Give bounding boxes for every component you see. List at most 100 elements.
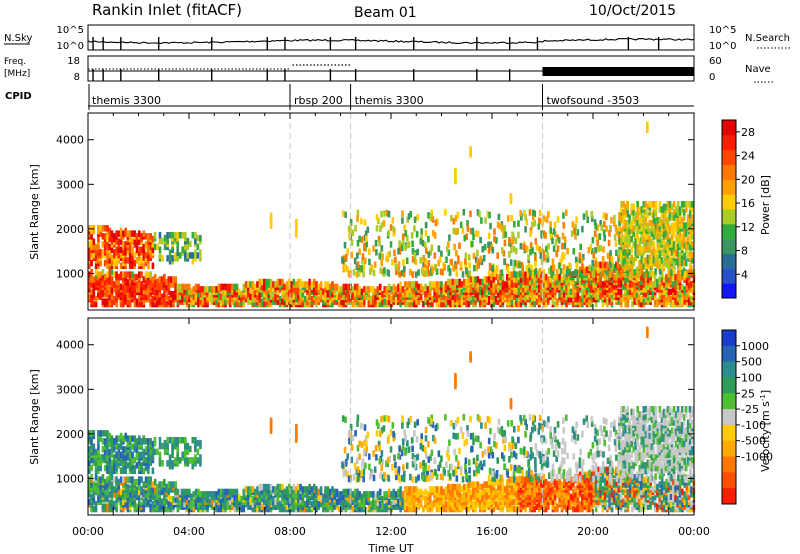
power-cell (525, 218, 528, 226)
power-cell (445, 256, 448, 263)
power-cell (437, 259, 440, 267)
power-cell (599, 276, 602, 283)
power-cell (133, 300, 137, 308)
velocity-cell (372, 491, 375, 498)
power-cell (353, 283, 357, 291)
power-cell (433, 281, 436, 288)
power-cell (601, 281, 605, 288)
power-cell (685, 278, 689, 286)
power-cell (524, 214, 527, 221)
velocity-cell (406, 505, 409, 513)
power-cell (99, 271, 102, 278)
power-cell (401, 233, 405, 240)
power-cell (662, 238, 666, 245)
power-cell (401, 217, 404, 224)
power-cell (599, 261, 602, 269)
power-cell (672, 222, 676, 229)
power-cell (122, 300, 125, 308)
power-cell (608, 291, 611, 298)
power-cell (142, 283, 146, 291)
power-cell (682, 209, 686, 216)
power-cell (513, 271, 516, 278)
power-cell (163, 243, 167, 251)
power-cell (115, 259, 118, 267)
power-cell (444, 295, 448, 303)
power-cell (674, 222, 678, 229)
power-cell (194, 237, 197, 245)
power-cell (652, 211, 656, 219)
power-cell (497, 291, 500, 298)
power-cell (572, 288, 575, 296)
velocity-cell (126, 488, 130, 496)
power-cell (483, 243, 487, 251)
power-cell (587, 278, 591, 286)
velocity-cell (165, 498, 168, 505)
power-cell (538, 246, 541, 253)
power-cell (642, 230, 646, 237)
power-cell (582, 213, 586, 220)
power-cell (140, 233, 143, 240)
power-cell (413, 216, 417, 223)
power-cell (247, 288, 250, 296)
velocity-cell (299, 503, 302, 510)
power-cell (503, 258, 506, 265)
power-cell (269, 283, 273, 291)
nsky-label: N.Sky (4, 33, 32, 44)
velocity-cell (438, 503, 441, 510)
power-cell (315, 298, 318, 305)
power-cell (608, 286, 611, 293)
power-cell (686, 243, 690, 251)
power-cell (272, 298, 275, 305)
power-cell (178, 232, 182, 239)
power-cell (566, 247, 569, 255)
power-cell (90, 295, 93, 303)
power-cell (658, 233, 662, 240)
velocity-cell (476, 491, 480, 498)
power-cell (138, 271, 141, 278)
power-cell (415, 281, 418, 288)
power-cell (676, 278, 680, 286)
power-cell (247, 281, 250, 288)
power-cell (626, 262, 629, 269)
power-cell (570, 230, 574, 237)
power-cell (656, 278, 659, 286)
power-cell (562, 267, 565, 275)
power-cell (677, 269, 680, 276)
power-cell (295, 219, 298, 226)
power-cell (508, 271, 511, 278)
velocity-cell (251, 500, 255, 508)
power-cell (490, 288, 493, 296)
velocity-cell (338, 491, 341, 498)
velocity-cell (440, 486, 443, 493)
power-cell (341, 210, 345, 217)
power-cell (542, 273, 546, 281)
power-cell (269, 278, 273, 286)
power-cell (565, 273, 568, 281)
nsearch-label: N.Search (745, 33, 790, 44)
power-cell (539, 252, 543, 259)
power-cell (276, 288, 280, 296)
power-cell (525, 265, 529, 272)
velocity-cell (142, 488, 146, 496)
power-cell (615, 229, 618, 236)
power-cell (393, 249, 396, 256)
velocity-cell (92, 505, 96, 513)
power-cell (517, 231, 520, 239)
velocity-cell (267, 483, 271, 491)
power-cell (194, 293, 198, 300)
power-cell (524, 271, 527, 278)
power-cell (110, 269, 114, 276)
power-cell (365, 286, 368, 293)
power-cell (648, 219, 652, 227)
power-cell (668, 259, 672, 267)
velocity-cell (435, 486, 439, 493)
power-cell (191, 252, 195, 259)
velocity-cell (97, 496, 100, 503)
velocity-cell (108, 503, 112, 510)
power-cell (360, 264, 363, 272)
power-cell (648, 259, 652, 267)
power-cell (626, 269, 630, 276)
power-cell (618, 231, 621, 239)
power-cell (126, 271, 130, 278)
power-cell (688, 233, 692, 240)
